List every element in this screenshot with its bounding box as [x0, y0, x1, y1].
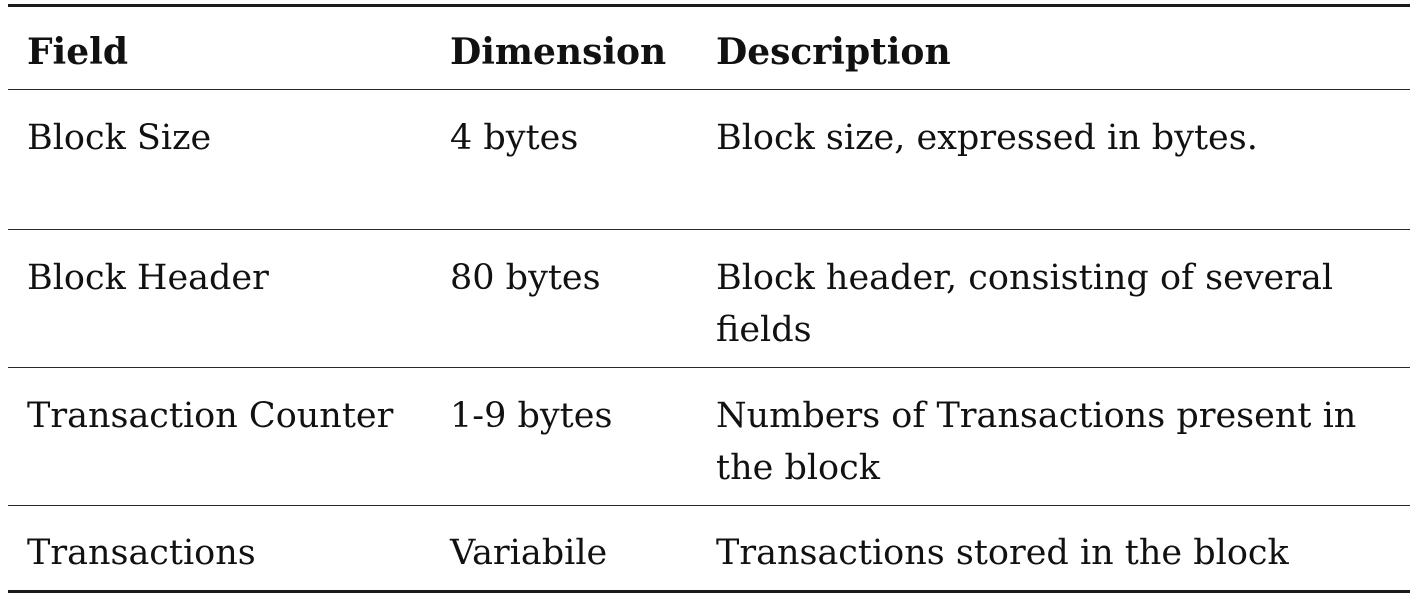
row1-rule — [8, 229, 1410, 230]
bottom-rule — [8, 590, 1410, 593]
header-dimension: Dimension — [450, 31, 667, 73]
row4-description: Transactions stored in the block — [716, 533, 1289, 573]
header-rule — [8, 89, 1410, 90]
row4-field: Transactions — [27, 533, 256, 573]
row3-rule — [8, 505, 1410, 506]
row1-description: Block size, expressed in bytes. — [716, 118, 1258, 158]
top-rule — [8, 4, 1410, 7]
row4-dimension: Variabile — [450, 533, 608, 573]
row3-description: Numbers of Transactions present in the b… — [716, 396, 1357, 488]
row1-field: Block Size — [27, 118, 212, 158]
row2-dimension: 80 bytes — [450, 258, 601, 298]
row3-field: Transaction Counter — [27, 396, 394, 436]
row2-rule — [8, 367, 1410, 368]
row1-dimension: 4 bytes — [450, 118, 579, 158]
row2-field: Block Header — [27, 258, 269, 298]
header-description: Description — [716, 31, 951, 73]
row3-dimension: 1-9 bytes — [450, 396, 613, 436]
row2-description: Block header, consisting of several fiel… — [716, 258, 1334, 350]
header-field: Field — [27, 31, 128, 73]
